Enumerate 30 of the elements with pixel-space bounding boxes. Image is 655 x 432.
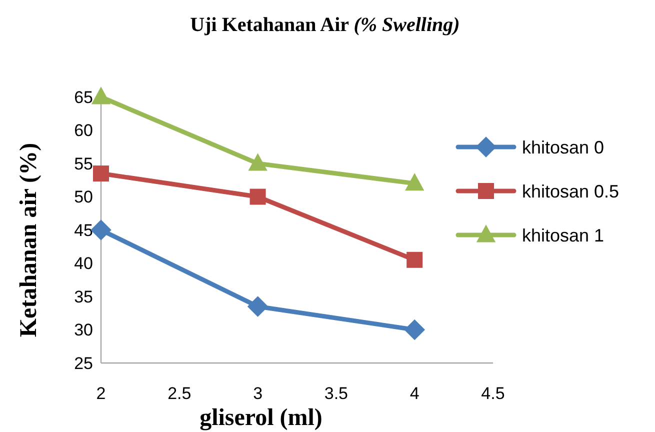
x-tick-label: 2 bbox=[96, 384, 106, 403]
y-tick-label: 50 bbox=[74, 188, 93, 207]
x-tick-label: 4.5 bbox=[481, 384, 505, 403]
x-tick-label: 4 bbox=[410, 384, 420, 403]
point bbox=[91, 86, 111, 104]
x-axis-title: gliserol (ml) bbox=[200, 405, 322, 431]
y-tick-label: 30 bbox=[74, 320, 93, 340]
point bbox=[90, 220, 112, 240]
point bbox=[405, 173, 424, 191]
legend-label: khitosan 0 bbox=[522, 137, 604, 158]
x-tick-label: 3.5 bbox=[324, 384, 348, 403]
y-tick-label: 60 bbox=[74, 121, 93, 140]
point bbox=[406, 252, 423, 268]
x-tick-label: 2.5 bbox=[168, 384, 192, 403]
point bbox=[93, 165, 109, 182]
y-axis-title: Ketahanan air (%) bbox=[16, 142, 42, 338]
legend-label: khitosan 0.5 bbox=[522, 181, 620, 202]
legend-label: khitosan 1 bbox=[522, 225, 604, 246]
y-tick-label: 55 bbox=[74, 154, 93, 174]
point bbox=[248, 153, 268, 171]
y-tick-label: 45 bbox=[74, 220, 93, 240]
point bbox=[247, 296, 268, 317]
y-tick-label: 25 bbox=[74, 354, 93, 373]
y-tick-label: 35 bbox=[74, 287, 93, 306]
point bbox=[404, 319, 425, 340]
y-tick-label: 40 bbox=[74, 254, 93, 274]
point bbox=[250, 188, 266, 205]
x-tick-label: 3 bbox=[253, 384, 263, 403]
chart-title: Uji Ketahanan Air (% Swelling) bbox=[190, 14, 460, 36]
y-tick-label: 65 bbox=[74, 88, 93, 107]
